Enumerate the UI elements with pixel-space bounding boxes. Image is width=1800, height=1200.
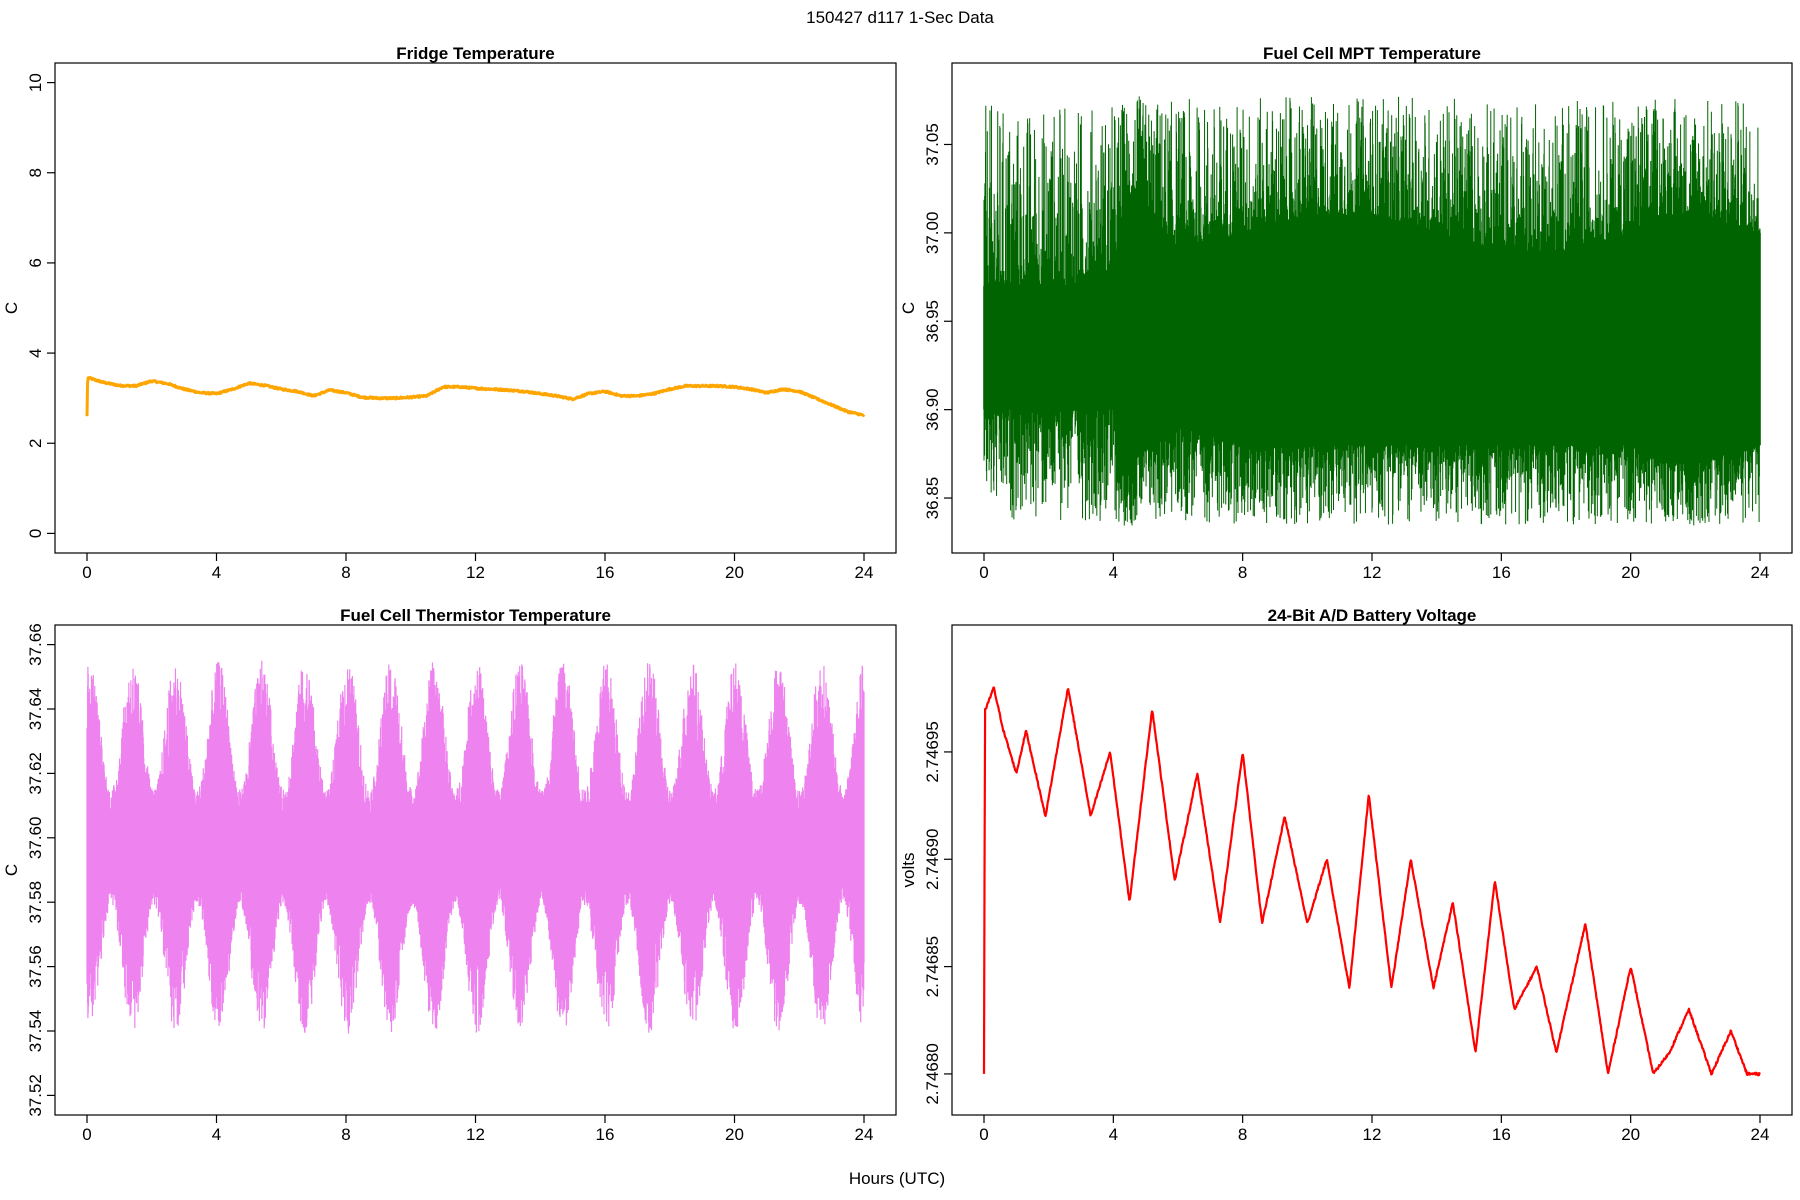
x-tick-label: 12: [466, 1125, 485, 1144]
x-tick-label: 0: [979, 563, 988, 582]
panel-title: Fridge Temperature: [396, 44, 554, 63]
y-axis-label: C: [2, 864, 21, 876]
x-tick-label: 12: [1363, 1125, 1382, 1144]
series-noise: [86, 660, 865, 1034]
series-line: [982, 686, 1761, 1077]
y-tick-label: 2.74695: [923, 721, 942, 782]
x-tick-label: 24: [855, 563, 874, 582]
y-tick-label: 0: [26, 529, 45, 538]
y-axis-label: C: [2, 302, 21, 314]
y-tick-label: 37.52: [26, 1074, 45, 1117]
panel-mpt: Fuel Cell MPT Temperature C 0 4 8 12 16 20 24 36.…: [899, 44, 1793, 582]
x-tick-label: 0: [82, 563, 91, 582]
y-tick-label: 10: [26, 73, 45, 92]
series-band: [983, 197, 1761, 481]
x-tick-label: 12: [1363, 563, 1382, 582]
figure-title: 150427 d117 1-Sec Data: [806, 8, 994, 27]
x-tick-label: 24: [1751, 563, 1770, 582]
x-tick-label: 16: [596, 1125, 615, 1144]
x-tick-label: 12: [466, 563, 485, 582]
shared-x-axis-label: Hours (UTC): [849, 1169, 945, 1188]
x-tick-label: 20: [1621, 1125, 1640, 1144]
y-tick-label: 4: [26, 348, 45, 357]
x-tick-label: 16: [1492, 563, 1511, 582]
y-tick-label: 8: [26, 168, 45, 177]
y-tick-label: 2: [26, 439, 45, 448]
y-tick-label: 36.85: [923, 477, 942, 520]
y-axis-label: volts: [899, 853, 918, 888]
panel-title: Fuel Cell Thermistor Temperature: [340, 606, 611, 625]
x-tick-label: 16: [1492, 1125, 1511, 1144]
y-tick-label: 37.54: [26, 1010, 45, 1053]
x-tick-label: 20: [1621, 563, 1640, 582]
panel-battery: 24-Bit A/D Battery Voltage volts 0 4 8 12 16 20…: [899, 606, 1793, 1144]
y-tick-label: 37.56: [26, 945, 45, 988]
y-tick-label: 2.74680: [923, 1043, 942, 1104]
panel-title: Fuel Cell MPT Temperature: [1263, 44, 1481, 63]
y-axis-label: C: [899, 302, 918, 314]
series-line: [85, 376, 866, 417]
x-tick-label: 4: [212, 563, 221, 582]
x-tick-label: 4: [212, 1125, 221, 1144]
y-tick-label: 6: [26, 258, 45, 267]
x-tick-label: 20: [725, 1125, 744, 1144]
y-tick-label: 37.64: [26, 688, 45, 731]
x-tick-label: 24: [855, 1125, 874, 1144]
y-tick-label: 37.00: [923, 212, 942, 255]
x-tick-label: 24: [1751, 1125, 1770, 1144]
x-tick-label: 0: [82, 1125, 91, 1144]
y-tick-label: 2.74685: [923, 936, 942, 997]
panel-title: 24-Bit A/D Battery Voltage: [1268, 606, 1477, 625]
x-tick-label: 8: [341, 1125, 350, 1144]
y-tick-label: 37.66: [26, 623, 45, 666]
x-tick-label: 16: [596, 563, 615, 582]
plot-frame: [54, 62, 897, 554]
y-tick-label: 36.95: [923, 300, 942, 343]
y-tick-label: 2.74690: [923, 829, 942, 890]
x-tick-label: 8: [1238, 563, 1247, 582]
x-tick-label: 8: [341, 563, 350, 582]
x-tick-label: 4: [1109, 1125, 1118, 1144]
x-tick-label: 8: [1238, 1125, 1247, 1144]
panel-thermistor: Fuel Cell Thermistor Temperature C 0 4 8 12 16…: [2, 606, 897, 1144]
y-tick-label: 37.60: [26, 817, 45, 860]
x-tick-label: 4: [1109, 563, 1118, 582]
y-tick-label: 37.62: [26, 752, 45, 795]
y-tick-label: 36.90: [923, 388, 942, 431]
y-tick-label: 37.58: [26, 881, 45, 924]
x-tick-label: 0: [979, 1125, 988, 1144]
x-tick-label: 20: [725, 563, 744, 582]
plot-frame: [951, 624, 1793, 1116]
y-tick-label: 37.05: [923, 123, 942, 166]
